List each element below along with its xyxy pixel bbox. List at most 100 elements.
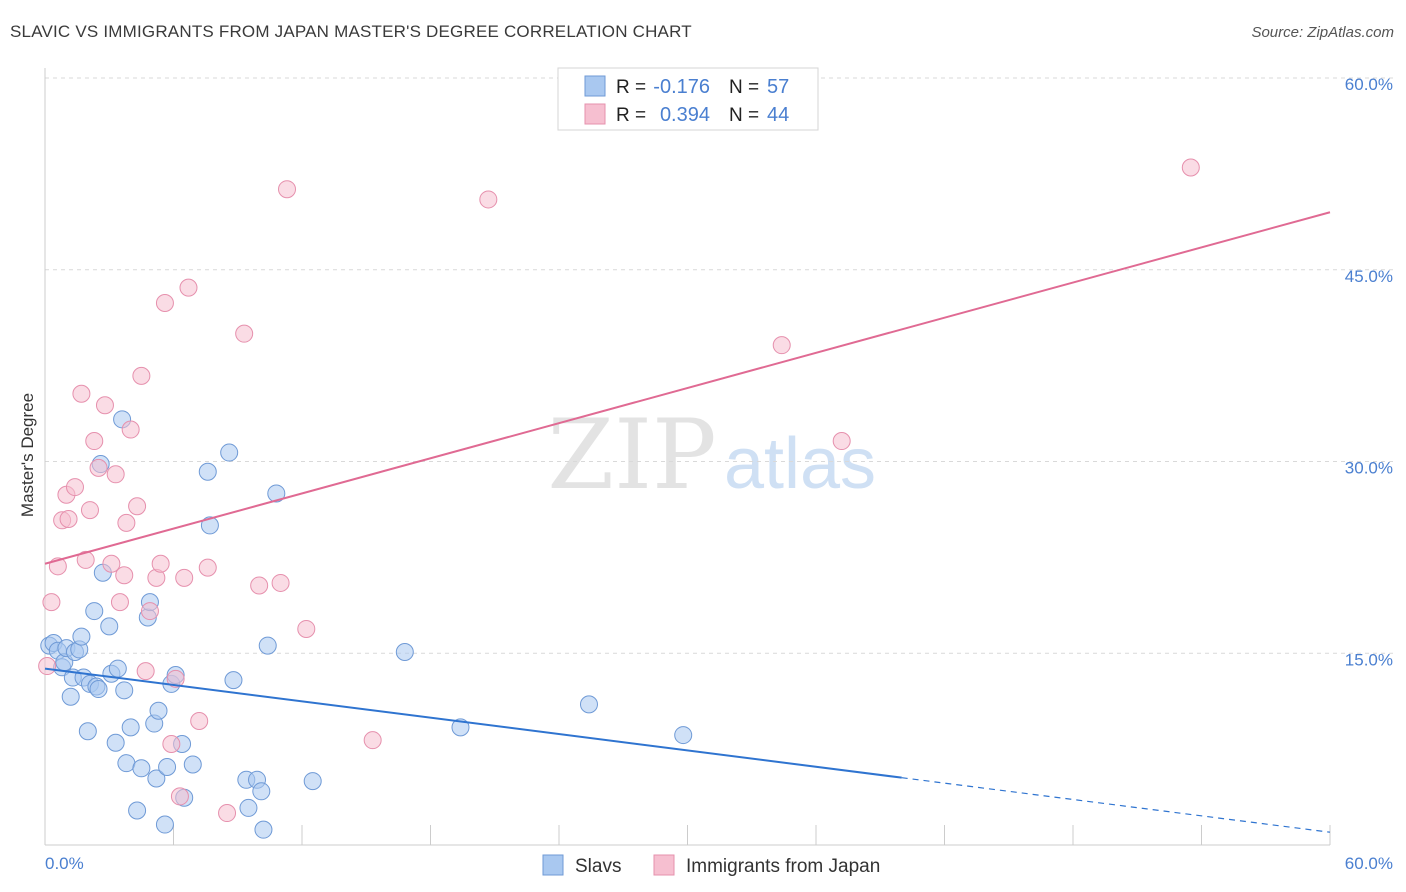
japan-point — [115, 566, 134, 585]
legend-swatch — [653, 854, 675, 876]
slavs-point — [200, 516, 219, 535]
legend-swatch — [542, 854, 564, 876]
japan-point — [42, 593, 61, 612]
y-tick-label: 60.0% — [1345, 75, 1393, 94]
slavs-point — [254, 820, 273, 839]
japan-point — [132, 366, 151, 385]
source-label: Source: ZipAtlas.com — [1251, 24, 1394, 41]
japan-point — [218, 804, 237, 823]
japan-point — [363, 731, 382, 750]
japan-point — [297, 619, 316, 638]
slavs-point — [132, 759, 151, 778]
japan-point — [110, 593, 129, 612]
slavs-point — [128, 801, 147, 820]
japan-point — [128, 497, 147, 516]
x-tick-label-max: 60.0% — [1345, 854, 1393, 873]
stats-r-value: -0.176 — [653, 76, 710, 98]
japan-point — [190, 712, 209, 731]
japan-point — [179, 278, 198, 297]
japan-point — [170, 787, 189, 806]
slavs-point — [149, 701, 168, 720]
legend-label: Immigrants from Japan — [686, 856, 880, 877]
japan-point — [155, 293, 174, 312]
japan-point — [102, 554, 121, 573]
slavs-point — [100, 617, 119, 636]
slavs-point — [220, 443, 239, 462]
stats-legend-swatch — [584, 103, 606, 125]
slavs-point — [147, 769, 166, 788]
japan-point — [140, 602, 159, 621]
slavs-point — [395, 642, 414, 661]
stats-legend-swatch — [584, 75, 606, 97]
slavs-point — [224, 671, 243, 690]
japan-point — [121, 420, 140, 439]
slavs-point — [579, 695, 598, 714]
slavs-point — [155, 815, 174, 834]
japan-point — [235, 324, 254, 343]
chart-title: SLAVIC VS IMMIGRANTS FROM JAPAN MASTER'S… — [10, 22, 692, 41]
slavs-point — [78, 722, 97, 741]
japan-point — [166, 669, 185, 688]
stats-n-value: 57 — [767, 76, 789, 98]
slavs-point — [198, 462, 217, 481]
japan-point — [65, 478, 84, 497]
slavs-point — [674, 726, 693, 745]
stats-r-value: 0.394 — [660, 104, 710, 126]
slavs-point — [267, 484, 286, 503]
slavs-point — [117, 754, 136, 773]
japan-point — [772, 336, 791, 355]
japan-point — [38, 657, 57, 676]
japan-point — [271, 573, 290, 592]
stats-r-label: R = — [616, 77, 646, 98]
japan-point — [198, 558, 217, 577]
slavs-point — [89, 680, 108, 699]
japan-point — [1181, 158, 1200, 177]
japan-point — [479, 190, 498, 209]
japan-point — [80, 501, 99, 520]
slavs-point — [252, 782, 271, 801]
slavs-point — [239, 798, 258, 817]
japan-point — [89, 458, 108, 477]
slavs-point — [115, 681, 134, 700]
japan-point — [250, 576, 269, 595]
y-tick-label: 30.0% — [1345, 459, 1393, 478]
japan-point — [76, 550, 95, 569]
japan-point — [162, 735, 181, 754]
japan-point — [278, 180, 297, 199]
stats-n-label: N = — [729, 77, 759, 98]
japan-point — [117, 513, 136, 532]
slavs-point — [61, 687, 80, 706]
japan-point — [59, 510, 78, 529]
japan-point — [95, 396, 114, 415]
slavs-point — [158, 758, 177, 777]
japan-point — [151, 554, 170, 573]
slavs-point — [258, 636, 277, 655]
japan-point — [85, 432, 104, 451]
x-tick-label-min: 0.0% — [45, 854, 84, 873]
japan-point — [72, 384, 91, 403]
legend-label: Slavs — [575, 856, 621, 877]
japan-point — [106, 465, 125, 484]
slavs-trend-line — [44, 667, 902, 779]
japan-point — [832, 432, 851, 451]
stats-r-label: R = — [616, 105, 646, 126]
y-tick-label: 45.0% — [1345, 267, 1393, 286]
japan-point — [136, 662, 155, 681]
slavs-point — [85, 602, 104, 621]
slavs-point — [451, 718, 470, 737]
slavs-point — [183, 755, 202, 774]
stats-n-value: 44 — [767, 104, 789, 126]
slavs-point — [303, 772, 322, 791]
slavs-point — [121, 718, 140, 737]
slavs-point — [108, 659, 127, 678]
watermark-zip: ZIP — [547, 399, 716, 511]
slavs-point — [72, 627, 91, 646]
japan-point — [175, 568, 194, 587]
y-tick-label: 15.0% — [1345, 650, 1393, 669]
slavs-trend-extension — [901, 777, 1331, 833]
stats-n-label: N = — [729, 105, 759, 126]
watermark-atlas: atlas — [724, 424, 876, 504]
slavs-point — [106, 733, 125, 752]
japan-trend-line — [44, 211, 1331, 565]
